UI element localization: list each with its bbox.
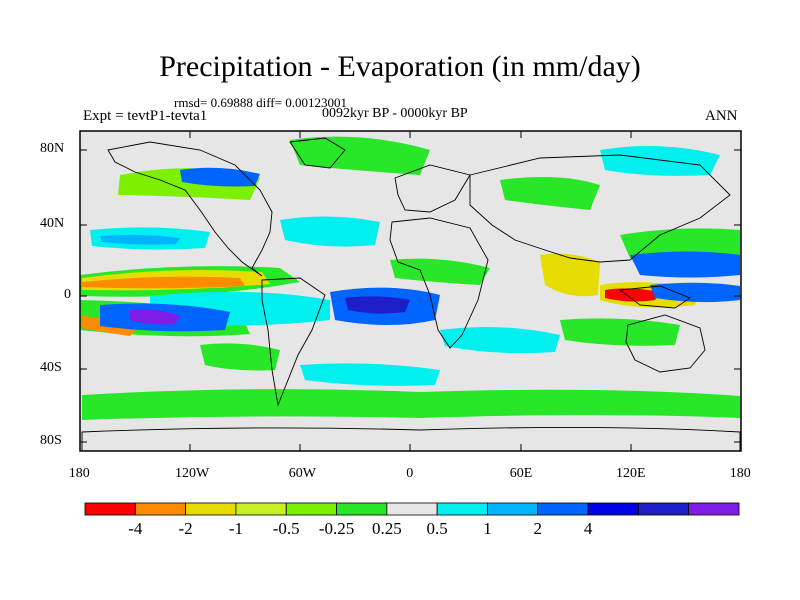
colorbar-label: -0.25 xyxy=(318,519,355,538)
anomaly-region xyxy=(500,176,600,210)
colorbar-swatch xyxy=(336,502,388,516)
colorbar-swatch xyxy=(688,502,740,516)
asia-outline xyxy=(469,154,731,263)
south-america-outline xyxy=(261,277,326,407)
colorbar-swatch xyxy=(386,502,438,516)
colorbar-label: 0.5 xyxy=(426,519,448,538)
europe-outline xyxy=(394,164,471,213)
season-label: ANN xyxy=(705,108,738,124)
anomaly-region xyxy=(130,309,180,325)
colorbar-swatch xyxy=(487,502,539,516)
north-america-outline xyxy=(107,141,273,277)
latitude-label: 80S xyxy=(40,433,62,448)
anomaly-region xyxy=(345,296,410,314)
colorbar-swatch xyxy=(84,502,136,516)
anomaly-region xyxy=(200,343,280,371)
colorbar-swatch xyxy=(235,502,287,516)
stats-text: rmsd= 0.69888 diff= 0.00123001 xyxy=(174,95,347,110)
latitude-label: 80N xyxy=(40,141,65,156)
anomaly-region xyxy=(280,216,380,247)
colorbar-label: -1 xyxy=(228,519,243,538)
coastlines xyxy=(81,137,741,451)
anomaly-region xyxy=(300,363,440,386)
anomaly-region xyxy=(440,326,560,354)
anomaly-region xyxy=(600,146,720,176)
colorbar-swatch xyxy=(285,502,337,516)
colorbar-swatch xyxy=(185,502,237,516)
colorbar-swatch xyxy=(537,502,589,516)
colorbar-swatch xyxy=(587,502,639,516)
colorbar-swatch xyxy=(637,502,690,516)
colorbar-swatch xyxy=(436,502,488,516)
latitude-label: 0 xyxy=(64,287,71,302)
colorbar-label: 2 xyxy=(533,519,543,538)
anomaly-field xyxy=(80,136,740,420)
colorbar-label: 1 xyxy=(483,519,492,538)
longitude-label: 0 xyxy=(406,466,414,481)
anomaly-region xyxy=(620,228,740,260)
anomaly-region xyxy=(290,136,430,175)
colorbar-swatch xyxy=(134,502,187,516)
longitude-label: 120W xyxy=(175,466,210,481)
australia-outline xyxy=(625,314,706,373)
longitude-label: 120E xyxy=(616,466,646,481)
greenland-outline xyxy=(289,137,346,169)
map-title: Precipitation - Evaporation (in mm/day) xyxy=(159,50,641,83)
maritime-continent-outline xyxy=(618,285,691,309)
colorbar-label: -0.5 xyxy=(272,519,300,538)
latitude-ticks xyxy=(80,149,741,443)
longitude-label: 180 xyxy=(68,466,90,481)
colorbar-label: -4 xyxy=(128,519,143,538)
latitude-label: 40S xyxy=(40,360,62,375)
longitude-label: 60E xyxy=(509,466,533,481)
period-text: 0092kyr BP - 0000kyr BP xyxy=(322,106,468,121)
longitude-label: 180 xyxy=(729,466,751,481)
anomaly-region xyxy=(390,258,490,285)
africa-outline xyxy=(389,217,489,349)
anomaly-region xyxy=(605,288,660,302)
anomaly-region xyxy=(540,253,600,297)
antarctica-outline xyxy=(81,426,741,451)
colorbar-label: 0.25 xyxy=(371,519,402,538)
latitude-label: 40N xyxy=(40,216,65,231)
anomaly-region xyxy=(650,282,740,303)
longitude-label: 60W xyxy=(288,466,316,481)
anomaly-region xyxy=(180,167,260,187)
anomaly-region xyxy=(100,234,180,245)
experiment-label: Expt = tevtP1-tevta1 xyxy=(83,108,208,124)
anomaly-region xyxy=(560,318,680,346)
anomaly-region xyxy=(82,389,740,420)
longitude-ticks xyxy=(79,131,742,451)
anomaly-region xyxy=(630,251,740,278)
anomaly-region xyxy=(82,276,245,289)
colorbar-label: -2 xyxy=(178,519,193,538)
colorbar-label: 4 xyxy=(583,519,593,538)
colorbar xyxy=(84,502,740,516)
